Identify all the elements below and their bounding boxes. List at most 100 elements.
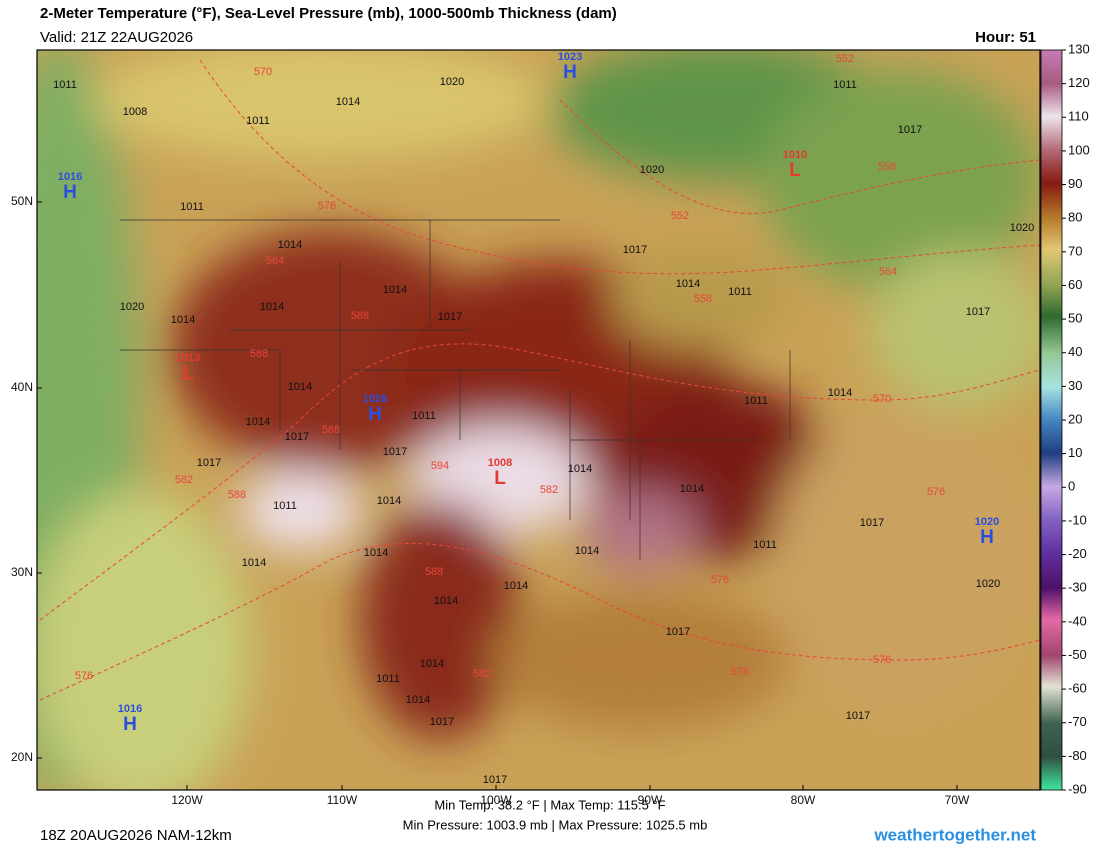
colorbar-label: 10 <box>1068 445 1082 460</box>
isobar-label: 1014 <box>288 381 312 393</box>
isobar-label: 1020 <box>440 76 464 88</box>
center-value: 1008 <box>488 457 512 469</box>
isobar-label: 1014 <box>260 301 284 313</box>
map-frame <box>36 49 1041 791</box>
center-value: 1010 <box>783 149 807 161</box>
center-value: 1026 <box>363 393 387 405</box>
colorbar-label: -40 <box>1068 613 1087 628</box>
title: 2-Meter Temperature (°F), Sea-Level Pres… <box>40 5 617 22</box>
colorbar-label: 110 <box>1068 109 1089 124</box>
isobar-label: 1014 <box>383 284 407 296</box>
colorbar-label: -60 <box>1068 681 1087 696</box>
isobar-label: 1014 <box>828 387 852 399</box>
colorbar-label: -50 <box>1068 647 1087 662</box>
isobar-label: 1014 <box>242 557 266 569</box>
thickness-label: 564 <box>266 255 284 267</box>
isobar-label: 1017 <box>898 124 922 136</box>
colorbar-label: 90 <box>1068 176 1082 191</box>
colorbar-label: -30 <box>1068 580 1087 595</box>
colorbar-label: -10 <box>1068 512 1087 527</box>
lat-label: 40N <box>11 380 33 394</box>
isobar-label: 1017 <box>483 774 507 786</box>
lon-label: 100W <box>480 793 512 807</box>
isobar-label: 1017 <box>860 517 884 529</box>
thickness-label: 582 <box>540 484 558 496</box>
map-field <box>37 50 1040 790</box>
center-symbol: H <box>980 527 994 548</box>
isobar-label: 1017 <box>197 457 221 469</box>
site-credit[interactable]: weathertogether.net <box>873 825 1036 844</box>
colorbar-label: 80 <box>1068 210 1082 225</box>
colorbar-label: 60 <box>1068 277 1082 292</box>
thickness-label: 588 <box>228 489 246 501</box>
isobar-label: 1017 <box>285 431 309 443</box>
thickness-label: 576 <box>318 200 336 212</box>
model-run: 18Z 20AUG2026 NAM-12km <box>40 827 232 844</box>
colorbar-label: 70 <box>1068 243 1082 258</box>
thickness-label: 552 <box>836 53 854 65</box>
colorbar-label: 20 <box>1068 411 1082 426</box>
isobar-label: 1014 <box>434 595 458 607</box>
center-value: 1016 <box>118 703 142 715</box>
isobar-label: 1014 <box>406 694 430 706</box>
thickness-label: 570 <box>873 393 891 405</box>
center-symbol: H <box>368 404 382 425</box>
colorbar-label: -20 <box>1068 546 1087 561</box>
colorbar-label: 120 <box>1068 75 1090 90</box>
lon-label: 80W <box>791 793 816 807</box>
thickness-label: 564 <box>879 266 897 278</box>
isobar-label: 1017 <box>430 716 454 728</box>
center-value: 1020 <box>975 516 999 528</box>
isobar-label: 1014 <box>364 547 388 559</box>
lon-label: 110W <box>327 793 358 807</box>
isobar-label: 1014 <box>575 545 599 557</box>
isobar-label: 1014 <box>336 96 360 108</box>
lat-label: 30N <box>11 565 33 579</box>
isobar-label: 1011 <box>246 115 270 127</box>
isobar-label: 1011 <box>412 410 436 422</box>
isobar-label: 1011 <box>753 539 777 551</box>
isobar-label: 1020 <box>1010 222 1034 234</box>
thickness-label: 552 <box>671 210 689 222</box>
colorbar-label: 130 <box>1068 41 1090 56</box>
thickness-label: 594 <box>431 460 449 472</box>
isobar-label: 1014 <box>420 658 444 670</box>
thickness-label: 576 <box>927 486 945 498</box>
isobar-label: 1011 <box>728 286 752 298</box>
center-symbol: H <box>63 182 77 203</box>
thickness-label: 582 <box>175 474 193 486</box>
colorbar-label: 0 <box>1068 479 1075 494</box>
thickness-label: 588 <box>322 424 340 436</box>
thickness-label: 558 <box>694 293 712 305</box>
isobar-label: 1014 <box>568 463 592 475</box>
isobar-label: 1014 <box>278 239 302 251</box>
colorbar-label: -70 <box>1068 714 1087 729</box>
colorbar-label: 40 <box>1068 344 1082 359</box>
center-symbol: H <box>123 714 137 735</box>
center-symbol: L <box>494 468 506 489</box>
isobar-label: 1014 <box>246 416 270 428</box>
thickness-label: 576 <box>873 654 891 666</box>
colorbar-label: 100 <box>1068 142 1090 157</box>
isobar-label: 1011 <box>273 500 297 512</box>
thickness-label: 558 <box>878 161 896 173</box>
lat-label: 50N <box>11 194 33 208</box>
lon-label: 70W <box>945 793 970 807</box>
isobar-label: 1008 <box>123 106 147 118</box>
isobar-label: 1011 <box>180 201 204 213</box>
isobar-label: 1017 <box>383 446 407 458</box>
center-symbol: L <box>182 363 194 384</box>
isobar-label: 1014 <box>504 580 528 592</box>
center-symbol: L <box>789 160 801 181</box>
thickness-label: 576 <box>75 670 93 682</box>
colorbar <box>1040 49 1063 791</box>
isobar-label: 1020 <box>120 301 144 313</box>
isobar-label: 1017 <box>623 244 647 256</box>
isobar-label: 1017 <box>666 626 690 638</box>
isobar-label: 1011 <box>376 673 400 685</box>
isobar-label: 1011 <box>833 79 857 91</box>
lat-label: 20N <box>11 750 33 764</box>
isobar-label: 1014 <box>377 495 401 507</box>
isobar-label: 1014 <box>676 278 700 290</box>
